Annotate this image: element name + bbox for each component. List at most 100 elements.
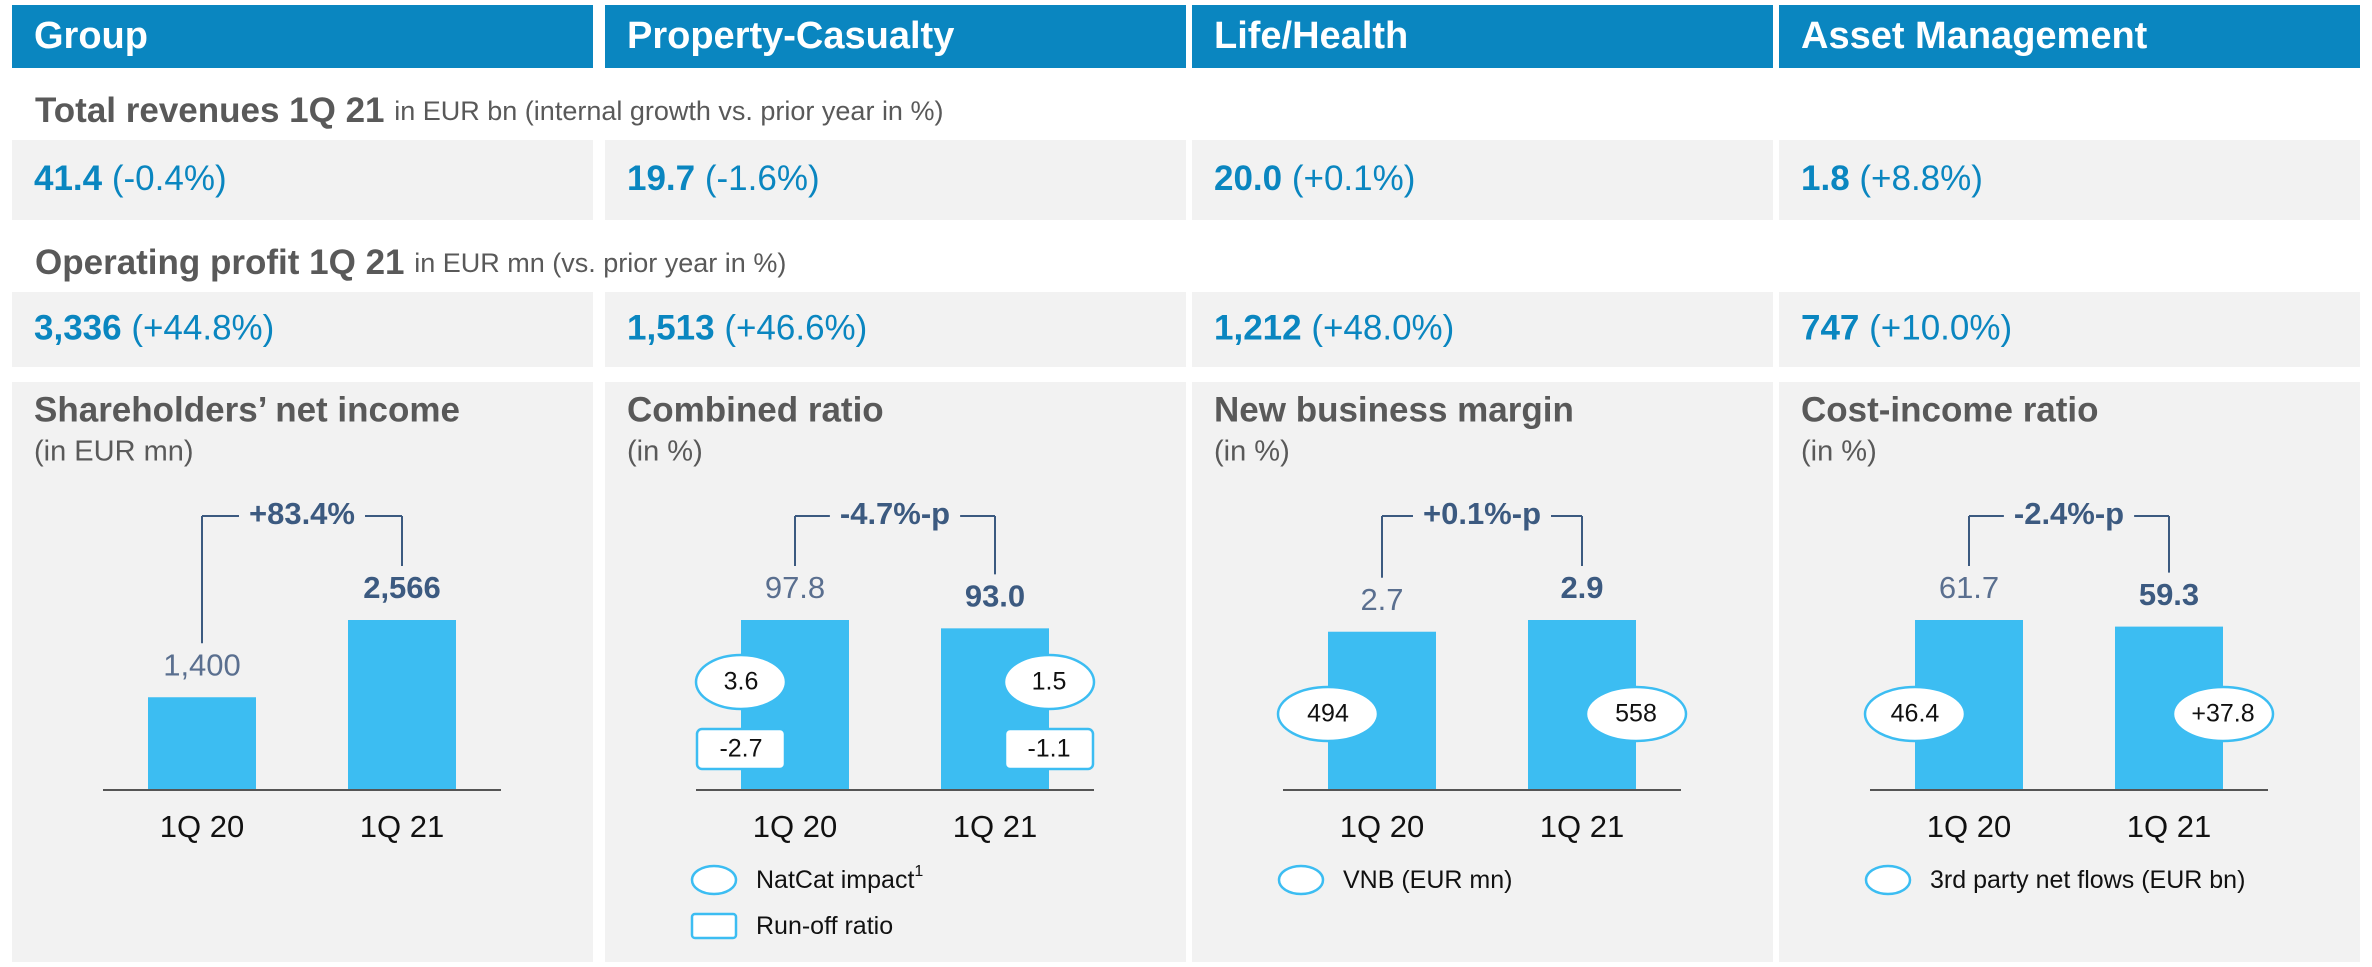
legend-label: Run-off ratio: [756, 912, 893, 940]
kpi-number: 19.7: [627, 159, 695, 198]
marker-box: [695, 727, 787, 771]
kpi-value: 20.0 (+0.1%): [1214, 159, 1415, 198]
kpi-value: 19.7 (-1.6%): [627, 159, 820, 198]
kpi-change: (+48.0%): [1311, 309, 1454, 348]
annotation: +83.4%: [249, 496, 355, 531]
legend-icon: [690, 864, 738, 896]
chart-panel: [1779, 382, 2360, 962]
kpi-value: 1.8 (+8.8%): [1801, 159, 1983, 198]
legend-footnote: 1: [914, 863, 923, 880]
marker-bubble: [1584, 685, 1688, 743]
marker-bubble: [1863, 685, 1967, 743]
value-label: 2.7: [1360, 582, 1403, 617]
marker-label: 494: [1307, 700, 1349, 728]
bar: [148, 697, 256, 790]
column-header-label: Property-Casualty: [627, 15, 954, 57]
kpi-value: 1,513 (+46.6%): [627, 309, 867, 348]
kpi-box: [12, 140, 593, 220]
kpi-value: 3,336 (+44.8%): [34, 309, 274, 348]
annotation: -4.7%-p: [840, 496, 950, 531]
chart-title: New business margin: [1214, 390, 1574, 429]
annotation: +0.1%-p: [1423, 496, 1541, 531]
marker-label: -1.1: [1027, 735, 1070, 763]
marker-bubble: [694, 653, 788, 711]
chart-title: Cost-income ratio: [1801, 390, 2099, 429]
x-tick-label: 1Q 20: [753, 809, 837, 844]
kpi-number: 1,212: [1214, 309, 1302, 348]
x-tick-label: 1Q 21: [1540, 809, 1624, 844]
kpi-box: [1779, 140, 2360, 220]
x-tick-label: 1Q 21: [360, 809, 444, 844]
x-tick-label: 1Q 20: [1927, 809, 2011, 844]
kpi-box: [1192, 292, 1773, 367]
chart-title: Shareholders’ net income: [34, 390, 460, 429]
kpi-number: 20.0: [1214, 159, 1282, 198]
marker-label: 3.6: [724, 668, 759, 696]
kpi-value: 747 (+10.0%): [1801, 309, 2012, 348]
section-title-main: Operating profit 1Q 21: [35, 243, 405, 282]
x-tick-label: 1Q 21: [953, 809, 1037, 844]
value-label: 59.3: [2139, 577, 2199, 612]
kpi-change: (-1.6%): [705, 159, 820, 198]
kpi-box: [605, 292, 1186, 367]
kpi-change: (+0.1%): [1292, 159, 1416, 198]
kpi-box: [12, 292, 593, 367]
legend-label: NatCat impact1: [756, 863, 923, 893]
kpi-change: (+10.0%): [1869, 309, 2012, 348]
marker-bubble: [1002, 653, 1096, 711]
legend-icon: [690, 912, 738, 940]
column-header: [1779, 5, 2360, 68]
column-header-label: Group: [34, 15, 148, 57]
kpi-box: [1192, 140, 1773, 220]
marker-bubble: [1276, 685, 1380, 743]
kpi-value: 41.4 (-0.4%): [34, 159, 227, 198]
value-label: 93.0: [965, 579, 1025, 614]
value-label: 1,400: [163, 647, 241, 682]
bar: [348, 620, 456, 790]
column-header: [1192, 5, 1773, 68]
legend-name: 3rd party net flows (EUR bn): [1930, 866, 2245, 894]
marker-label: 1.5: [1032, 668, 1067, 696]
column-header-label: Life/Health: [1214, 15, 1408, 57]
legend-icon: [1864, 864, 1912, 896]
chart-subtitle: (in %): [627, 436, 703, 468]
x-tick-label: 1Q 20: [1340, 809, 1424, 844]
value-label: 2.9: [1560, 570, 1603, 605]
marker-box: [1003, 727, 1095, 771]
kpi-value: 1,212 (+48.0%): [1214, 309, 1454, 348]
x-tick-label: 1Q 21: [2127, 809, 2211, 844]
chart-panel: [12, 382, 593, 962]
kpi-box: [1779, 292, 2360, 367]
value-label: 97.8: [765, 570, 825, 605]
value-label: 61.7: [1939, 570, 1999, 605]
annotation: -2.4%-p: [2014, 496, 2124, 531]
column-header: [12, 5, 593, 68]
section-title-note: in EUR mn (vs. prior year in %): [414, 248, 786, 278]
kpi-number: 1.8: [1801, 159, 1850, 198]
section-title: Total revenues 1Q 21 in EUR bn (internal…: [35, 91, 943, 130]
kpi-number: 41.4: [34, 159, 103, 198]
kpi-change: (-0.4%): [112, 159, 227, 198]
x-tick-label: 1Q 20: [160, 809, 244, 844]
marker-label: +37.8: [2191, 700, 2254, 728]
chart-subtitle: (in %): [1214, 436, 1290, 468]
chart-subtitle: (in EUR mn): [34, 436, 194, 468]
chart-title: Combined ratio: [627, 390, 884, 429]
marker-label: 558: [1615, 700, 1657, 728]
kpi-number: 747: [1801, 309, 1859, 348]
kpi-change: (+8.8%): [1859, 159, 1983, 198]
section-title: Operating profit 1Q 21 in EUR mn (vs. pr…: [35, 243, 786, 282]
chart-panel: [1192, 382, 1773, 962]
marker-label: -2.7: [719, 735, 762, 763]
marker-bubble: [2171, 685, 2275, 743]
legend-name: VNB (EUR mn): [1343, 866, 1512, 894]
column-header: [605, 5, 1186, 68]
kpi-number: 3,336: [34, 309, 122, 348]
legend-name: Run-off ratio: [756, 912, 893, 940]
kpi-change: (+46.6%): [724, 309, 867, 348]
kpi-number: 1,513: [627, 309, 715, 348]
section-title-note: in EUR bn (internal growth vs. prior yea…: [394, 96, 943, 126]
column-header-label: Asset Management: [1801, 15, 2148, 57]
